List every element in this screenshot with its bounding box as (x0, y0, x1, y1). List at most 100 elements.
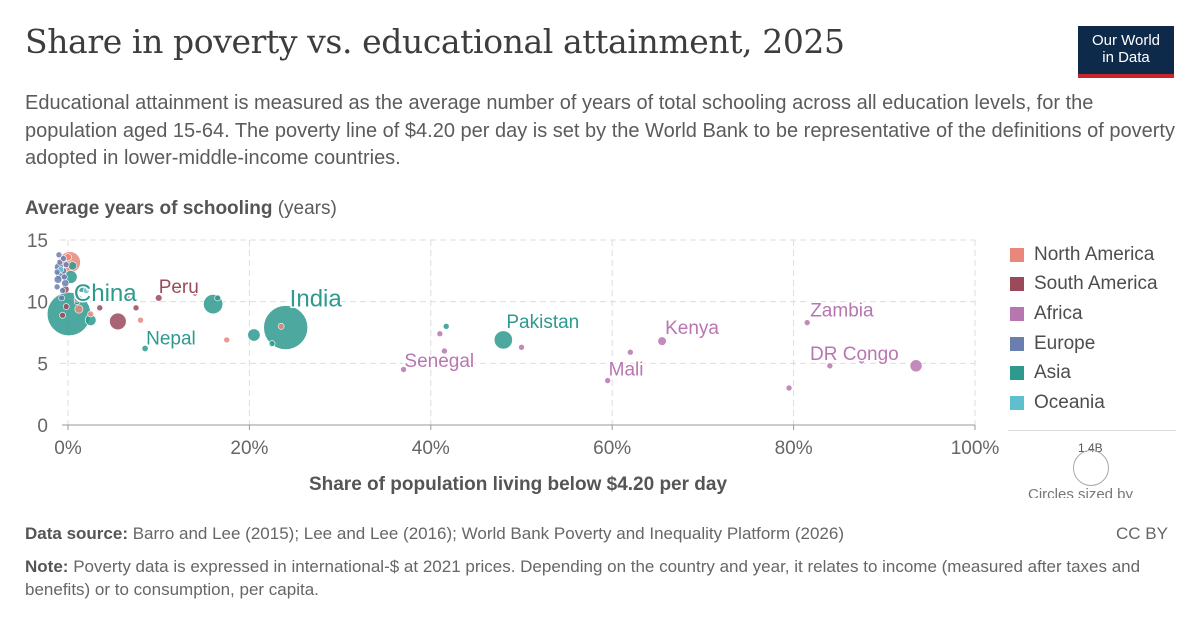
data-point[interactable] (858, 357, 865, 365)
data-point[interactable] (191, 289, 199, 297)
x-tick-label: 100% (951, 438, 1000, 459)
legend-label: Europe (1034, 332, 1096, 354)
legend: North America South America Africa Europe As… (1010, 240, 1158, 418)
x-tick-label: 40% (412, 438, 450, 459)
data-point[interactable] (141, 345, 149, 352)
source-label: Data source: (25, 524, 128, 543)
point-label: Mali (609, 360, 644, 381)
data-point[interactable] (68, 261, 78, 271)
point-label: Pakistan (506, 312, 579, 333)
data-point[interactable] (604, 377, 611, 384)
data-point[interactable] (109, 312, 127, 331)
legend-item[interactable]: Europe (1010, 329, 1158, 359)
y-axis-title: Average years of schooling (years) (25, 198, 337, 220)
point-label: Peru (159, 277, 199, 298)
data-point[interactable] (61, 273, 68, 281)
data-point[interactable] (441, 347, 448, 355)
data-point[interactable] (909, 359, 923, 373)
y-axis-label: Average years of schooling (25, 198, 273, 219)
point-label: Zambia (810, 301, 874, 322)
point-label: Senegal (404, 351, 474, 372)
data-point[interactable] (73, 295, 81, 303)
data-point[interactable] (518, 344, 525, 351)
point-label: Kenya (665, 318, 719, 339)
legend-swatch (1010, 277, 1024, 292)
data-point[interactable] (62, 303, 70, 310)
data-point[interactable] (627, 348, 634, 356)
x-tick-label: 80% (775, 438, 813, 459)
data-point[interactable] (173, 288, 181, 296)
source-text: Barro and Lee (2015); Lee and Lee (2016)… (132, 524, 844, 543)
axis-ticks: 0 5 10 15 0% 20% 40% 60% 80% 100% (27, 231, 1000, 459)
data-point[interactable] (277, 323, 285, 330)
data-point[interactable] (55, 251, 63, 259)
data-point[interactable] (82, 287, 90, 294)
data-point[interactable] (59, 311, 66, 319)
legend-item[interactable]: Africa (1010, 299, 1158, 329)
legend-swatch (1010, 336, 1024, 351)
x-tick-label: 60% (593, 438, 631, 459)
point-label: India (290, 286, 343, 313)
data-point[interactable] (223, 336, 231, 344)
x-axis-title: Share of population living below $4.20 p… (309, 474, 728, 495)
point-label: China (74, 280, 137, 307)
data-point[interactable] (442, 323, 450, 330)
data-point[interactable] (785, 384, 793, 392)
y-tick-label: 0 (37, 416, 48, 437)
note-text: Poverty data is expressed in internation… (25, 557, 1141, 599)
data-point[interactable] (400, 366, 407, 373)
data-point[interactable] (657, 336, 667, 346)
data-point[interactable] (803, 319, 811, 326)
legend-item[interactable]: North America (1010, 240, 1158, 270)
data-points (46, 251, 923, 392)
data-point[interactable] (826, 362, 834, 370)
legend-swatch (1010, 306, 1024, 321)
legend-item[interactable]: Oceania (1010, 388, 1158, 418)
legend-swatch (1010, 247, 1024, 262)
data-point[interactable] (268, 340, 276, 347)
legend-item[interactable]: South America (1010, 270, 1158, 300)
data-point[interactable] (214, 294, 221, 302)
data-point[interactable] (58, 294, 65, 302)
data-point[interactable] (60, 255, 67, 262)
data-point[interactable] (493, 330, 513, 350)
data-point[interactable] (247, 328, 261, 342)
data-point[interactable] (53, 283, 61, 291)
footnote: Note: Poverty data is expressed in inter… (25, 555, 1175, 601)
size-legend: 1.4B Circles sized by (1008, 430, 1176, 498)
data-point[interactable] (74, 304, 84, 314)
data-point[interactable] (123, 293, 131, 301)
legend-label: Africa (1034, 302, 1083, 324)
data-point[interactable] (132, 304, 140, 312)
data-point[interactable] (53, 275, 63, 284)
y-axis-unit: (years) (277, 198, 337, 219)
y-tick-label: 5 (37, 354, 48, 375)
point-label: DR Congo (810, 344, 899, 365)
owid-logo[interactable]: Our World in Data (1078, 26, 1174, 78)
data-point[interactable] (96, 304, 104, 312)
data-point[interactable] (53, 268, 61, 276)
data-point[interactable] (59, 287, 66, 294)
y-tick-label: 15 (27, 231, 48, 252)
legend-item[interactable]: Asia (1010, 358, 1158, 388)
legend-swatch (1010, 395, 1024, 410)
chart-subtitle: Educational attainment is measured as th… (25, 92, 1175, 169)
x-tick-label: 0% (54, 438, 82, 459)
data-point[interactable] (87, 310, 94, 318)
y-tick-label: 10 (27, 293, 48, 314)
scatter-chart: China India Peru Nepal Pakistan Senegal Kenya M… (27, 231, 1000, 495)
data-point[interactable] (436, 330, 444, 338)
logo-line-2: in Data (1102, 49, 1150, 66)
data-point[interactable] (155, 294, 163, 302)
legend-swatch (1010, 366, 1024, 381)
size-legend-circle (1073, 450, 1109, 486)
data-point[interactable] (137, 316, 144, 324)
data-point[interactable] (62, 261, 70, 268)
x-tick-label: 20% (230, 438, 268, 459)
point-labels: China India Peru Nepal Pakistan Senegal Kenya M… (72, 275, 900, 382)
data-point[interactable] (263, 305, 308, 350)
license-link[interactable]: CC BY (1116, 524, 1168, 543)
size-legend-note: Circles sized by (1028, 486, 1134, 498)
logo-line-1: Our World (1091, 32, 1161, 49)
data-point[interactable] (61, 279, 70, 288)
